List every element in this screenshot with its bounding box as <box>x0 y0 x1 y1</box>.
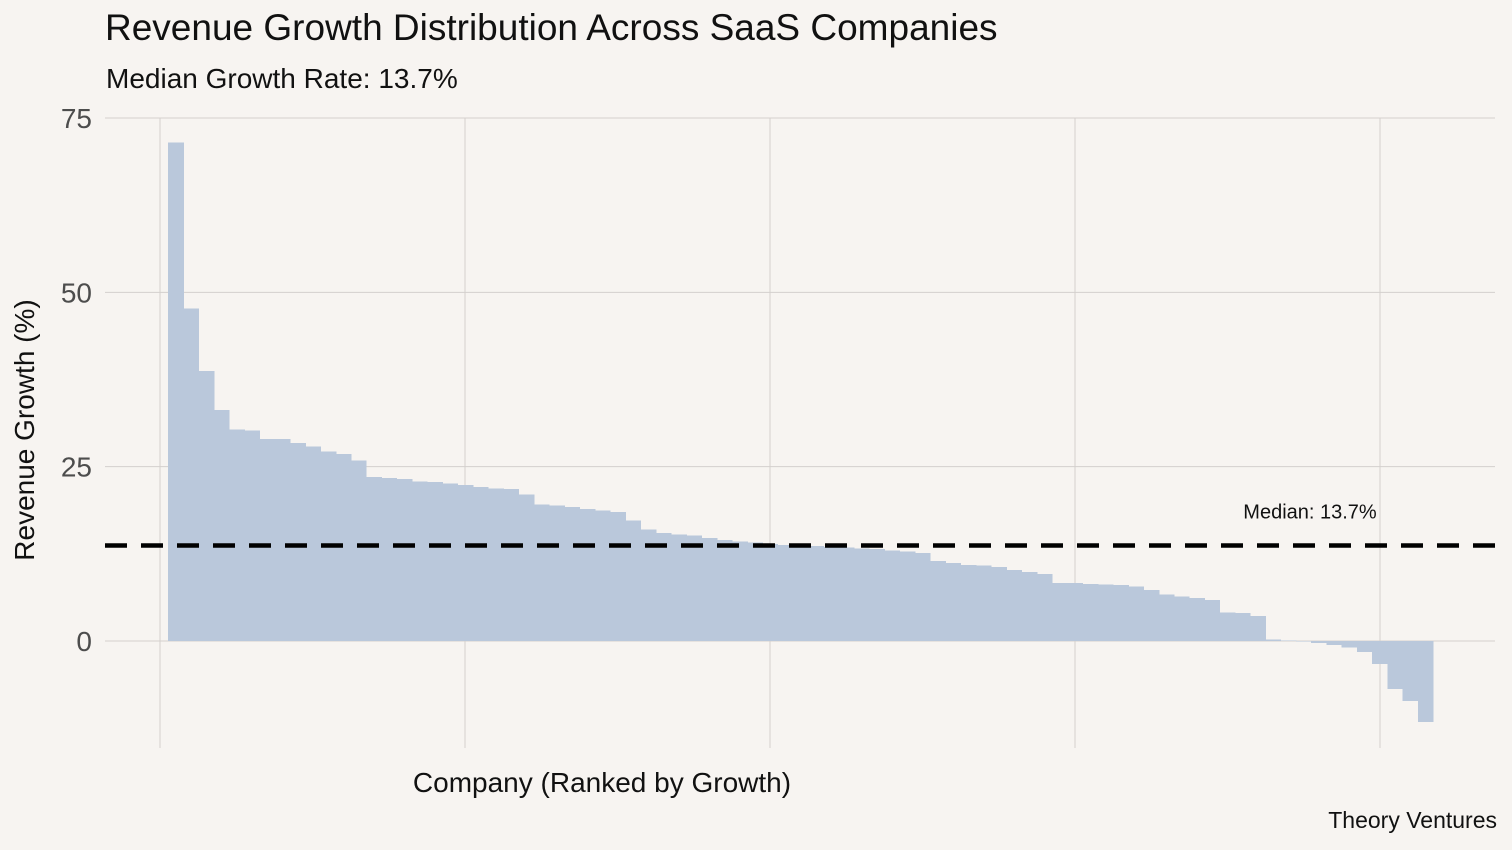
bar <box>777 544 794 641</box>
bar <box>1326 641 1343 646</box>
y-axis-label: Revenue Growth (%) <box>9 299 40 561</box>
bar <box>1234 613 1251 641</box>
bar <box>1265 639 1282 641</box>
median-marker: Median: 13.7% <box>105 501 1495 548</box>
bar <box>1051 583 1068 641</box>
chart-title: Revenue Growth Distribution Across SaaS … <box>105 7 998 48</box>
bar <box>335 454 352 641</box>
bar <box>411 481 428 641</box>
bar <box>823 546 840 641</box>
bar <box>1295 641 1312 642</box>
bar <box>228 429 245 641</box>
bar <box>884 550 901 641</box>
bar <box>472 486 489 641</box>
bar <box>503 488 520 641</box>
bar <box>1372 641 1388 665</box>
bar <box>930 560 946 641</box>
bar <box>609 511 626 641</box>
bar <box>488 488 504 641</box>
bar <box>457 484 474 641</box>
bar <box>701 537 718 641</box>
gridlines <box>105 117 1495 748</box>
bar <box>1356 641 1373 653</box>
bars <box>168 142 1434 722</box>
bar <box>899 551 916 641</box>
bar <box>1112 585 1129 641</box>
bar <box>1143 590 1160 641</box>
bar <box>1311 641 1327 644</box>
bar <box>1341 641 1358 648</box>
bar <box>564 507 581 641</box>
bar <box>427 482 443 641</box>
bar <box>670 534 687 641</box>
bar <box>244 430 261 641</box>
bar <box>198 371 215 641</box>
bar <box>747 542 763 641</box>
bar <box>1402 641 1419 701</box>
bar <box>655 532 672 641</box>
bar <box>869 548 885 641</box>
bar <box>289 442 306 641</box>
bar <box>442 483 459 641</box>
bar <box>991 567 1007 641</box>
bar <box>960 564 977 641</box>
bar <box>594 510 611 641</box>
bar <box>1387 641 1404 690</box>
y-tick-label: 25 <box>61 452 92 483</box>
bar <box>1204 599 1221 641</box>
bar <box>396 479 413 641</box>
bar <box>518 494 535 641</box>
bar <box>1036 574 1053 641</box>
bar <box>625 520 642 641</box>
bar <box>579 509 596 641</box>
bar <box>213 410 230 641</box>
bar <box>183 308 200 641</box>
bar <box>1417 641 1434 722</box>
bar <box>1173 596 1190 641</box>
bar <box>168 142 184 641</box>
bar <box>838 547 855 641</box>
bar <box>1158 594 1175 641</box>
bar <box>274 438 291 641</box>
bar <box>1280 640 1297 641</box>
bar <box>914 553 931 641</box>
bar <box>259 438 276 641</box>
x-axis-label: Company (Ranked by Growth) <box>412 767 792 798</box>
bar <box>533 504 550 641</box>
bar <box>945 562 962 641</box>
bar <box>1250 615 1266 641</box>
bar <box>1097 584 1114 641</box>
source-caption: Theory Ventures <box>1328 807 1497 833</box>
bar <box>549 505 565 641</box>
y-axis-ticks: 0 25 50 75 <box>61 103 92 657</box>
bar <box>1082 583 1099 641</box>
bar <box>350 460 367 641</box>
bar <box>975 565 992 641</box>
bar <box>1219 612 1236 641</box>
bar <box>1128 586 1145 641</box>
y-tick-label: 0 <box>76 626 92 657</box>
bar <box>716 539 733 641</box>
bar <box>366 477 382 641</box>
bar <box>1021 571 1038 641</box>
bar <box>1006 569 1023 641</box>
bar <box>853 548 870 641</box>
bar <box>1067 583 1084 641</box>
y-tick-label: 50 <box>61 277 92 308</box>
bar <box>731 541 748 641</box>
bar <box>305 446 322 641</box>
bar <box>762 544 779 641</box>
bar <box>792 545 809 641</box>
y-tick-label: 75 <box>61 103 92 134</box>
median-label: Median: 13.7% <box>1243 501 1377 523</box>
bar <box>640 529 657 641</box>
bar <box>1189 597 1205 641</box>
chart-subtitle: Median Growth Rate: 13.7% <box>106 63 458 94</box>
bar <box>808 546 824 641</box>
bar <box>381 477 398 641</box>
bar <box>686 535 703 641</box>
